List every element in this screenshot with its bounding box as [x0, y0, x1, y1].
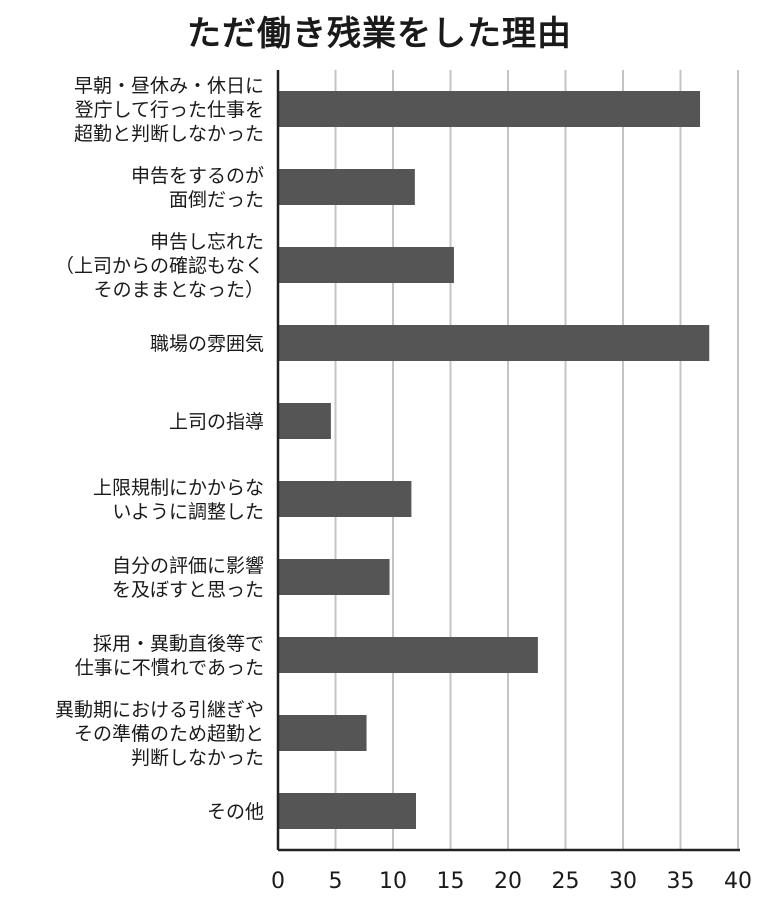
category-label-1-line-1: 面倒だった — [169, 189, 264, 211]
x-tick-label-5: 5 — [329, 869, 343, 894]
x-tick-label-35: 35 — [667, 869, 695, 894]
category-label-5: 上限規制にかからないように調整した — [93, 477, 264, 523]
chart-title: ただ働き残業をした理由 — [187, 14, 572, 54]
category-label-7-line-1: 仕事に不慣れであった — [75, 657, 264, 679]
bar-0 — [278, 91, 701, 127]
x-tick-label-0: 0 — [271, 869, 285, 894]
bar-9 — [278, 793, 416, 829]
category-label-8-line-0: 異動期における引継ぎや — [55, 699, 264, 721]
x-tick-label-10: 10 — [379, 869, 407, 894]
category-label-0-line-2: 超勤と判断しなかった — [74, 123, 264, 145]
x-tick-label-20: 20 — [494, 869, 522, 894]
category-label-5-line-1: いように調整した — [112, 501, 264, 523]
category-label-2-line-2: そのままとなった） — [94, 279, 264, 301]
category-label-4-line-0: 上司の指導 — [169, 411, 264, 433]
category-label-8: 異動期における引継ぎやその準備のため超勤と判断しなかった — [55, 699, 264, 769]
category-label-4: 上司の指導 — [169, 411, 264, 433]
bar-7 — [278, 637, 538, 673]
category-label-7: 採用・異動直後等で仕事に不慣れであった — [75, 633, 264, 679]
x-tick-label-25: 25 — [552, 869, 580, 894]
bar-1 — [278, 169, 415, 205]
bar-6 — [278, 559, 390, 595]
category-label-2-line-0: 申告し忘れた — [150, 231, 264, 253]
bar-3 — [278, 325, 710, 361]
category-label-1: 申告をするのが面倒だった — [131, 165, 264, 211]
category-label-8-line-2: 判断しなかった — [131, 747, 264, 769]
category-label-9-line-0: その他 — [207, 801, 264, 823]
bar-5 — [278, 481, 412, 517]
category-label-3-line-0: 職場の雰囲気 — [150, 333, 264, 355]
category-label-9: その他 — [207, 801, 264, 823]
x-tick-label-15: 15 — [437, 869, 465, 894]
category-label-1-line-0: 申告をするのが — [131, 165, 264, 187]
category-label-8-line-1: その準備のため超勤と — [74, 723, 264, 745]
category-label-6-line-0: 自分の評価に影響 — [112, 555, 264, 577]
category-label-5-line-0: 上限規制にかからな — [93, 477, 264, 499]
category-label-2-line-1: （上司からの確認もなく — [55, 255, 264, 277]
bar-8 — [278, 715, 367, 751]
category-label-2: 申告し忘れた（上司からの確認もなくそのままとなった） — [55, 231, 264, 301]
category-label-0: 早朝・昼休み・休日に登庁して行った仕事を超勤と判断しなかった — [74, 75, 264, 145]
bar-4 — [278, 403, 331, 439]
category-label-0-line-1: 登庁して行った仕事を — [75, 99, 264, 121]
bar-2 — [278, 247, 454, 283]
category-label-0-line-0: 早朝・昼休み・休日に — [74, 75, 264, 97]
x-tick-label-30: 30 — [609, 869, 637, 894]
x-tick-label-40: 40 — [724, 869, 752, 894]
category-label-6-line-1: を及ぼすと思った — [112, 579, 264, 601]
category-label-7-line-0: 採用・異動直後等で — [93, 633, 264, 655]
category-label-3: 職場の雰囲気 — [150, 333, 264, 355]
category-label-6: 自分の評価に影響を及ぼすと思った — [112, 555, 264, 601]
